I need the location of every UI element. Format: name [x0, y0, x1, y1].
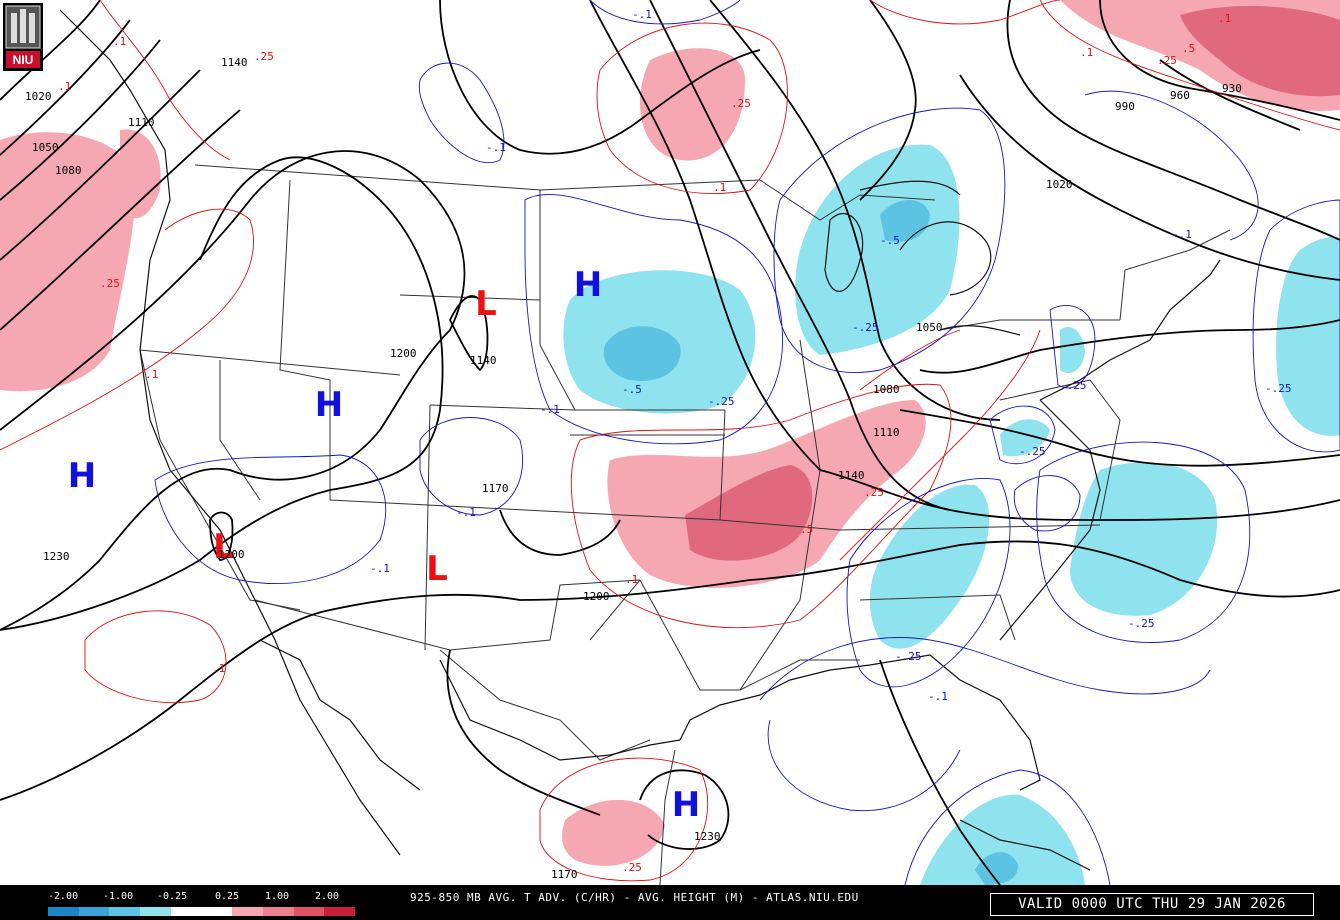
height-label: 1050: [32, 141, 59, 154]
scale-swatch: [78, 907, 110, 916]
scale-swatch: [48, 907, 79, 916]
advection-label: .1: [713, 181, 726, 194]
advection-label: .1: [145, 368, 158, 381]
height-label: 1200: [583, 590, 610, 603]
advection-label: .5: [1182, 42, 1195, 55]
scale-label: 0.25: [215, 891, 240, 902]
advection-label: -.1: [370, 562, 390, 575]
warm-advection-contours: [0, 0, 1340, 882]
scale-label: -2.00: [48, 891, 79, 902]
scale-label: 1.00: [265, 891, 290, 902]
height-label: 1050: [916, 321, 943, 334]
height-label: 1140: [221, 56, 248, 69]
scale-swatch: [293, 907, 325, 916]
advection-label: -.1: [486, 141, 506, 154]
low-pressure-center: L: [475, 284, 497, 324]
height-label: 1020: [1046, 178, 1073, 191]
height-label: 1230: [43, 550, 70, 563]
advection-label: -.1: [928, 690, 948, 703]
scale-swatch: [262, 907, 294, 916]
height-label: 990: [1115, 100, 1135, 113]
political-boundaries: [139, 164, 1231, 885]
cold-advection-labels: -.1 -.1 -.5 -.25 -.25 -.1 -.1 -.1 -.25 -…: [370, 8, 1292, 703]
valid-time: VALID 0000 UTC THU 29 JAN 2026: [990, 893, 1314, 916]
height-label: 960: [1170, 89, 1190, 102]
advection-label: -.25: [1265, 382, 1292, 395]
height-label: 1080: [873, 383, 900, 396]
height-contours: [0, 0, 1340, 885]
niu-logo: NIU: [3, 3, 43, 71]
scale-swatch: [324, 907, 356, 916]
height-label: 1020: [25, 90, 52, 103]
advection-label: .25: [254, 50, 274, 63]
advection-label: -.5: [880, 234, 900, 247]
height-label: 930: [1222, 82, 1242, 95]
advection-label: -.25: [852, 321, 879, 334]
height-label: 1200: [390, 347, 417, 360]
height-label: 1140: [470, 354, 497, 367]
advection-label: -.25: [895, 650, 922, 663]
warm-advection-labels: .1 .25 .1 .25 .1 .25 .5 .25 .1 .25 .1 .1…: [58, 12, 1231, 874]
height-label: 1110: [128, 116, 155, 129]
high-pressure-center: H: [672, 785, 700, 825]
scale-swatch: [232, 907, 264, 916]
advection-label: .1: [1218, 12, 1231, 25]
advection-label: .25: [864, 486, 884, 499]
advection-label: -.1: [540, 403, 560, 416]
scale-label: -1.00: [103, 891, 134, 902]
advection-label: .25: [731, 97, 751, 110]
advection-label: -.1: [456, 506, 476, 519]
height-label: 1140: [838, 469, 865, 482]
map-caption: 925-850 MB AVG. T ADV. (C/HR) - AVG. HEI…: [410, 891, 859, 904]
advection-label: .1: [58, 80, 71, 93]
height-contour-labels: 1020 1050 1080 1110 1140 1140 1200 1170 …: [25, 56, 1242, 881]
advection-label: -.1: [632, 8, 652, 21]
high-pressure-center: H: [574, 265, 602, 305]
advection-label: .1: [1080, 46, 1093, 59]
height-label: 1230: [694, 830, 721, 843]
height-label: 1110: [873, 426, 900, 439]
cold-advection-contours: [154, 0, 1340, 885]
advection-label: .25: [100, 277, 120, 290]
advection-label: .25: [1157, 54, 1177, 67]
advection-label: -.25: [1019, 445, 1046, 458]
scale-swatch: [109, 907, 141, 916]
advection-label: -.5: [622, 383, 642, 396]
height-label: 1170: [482, 482, 509, 495]
height-label: 1080: [55, 164, 82, 177]
height-label: 1200: [218, 548, 245, 561]
advection-label: .1: [113, 35, 126, 48]
advection-label: .1: [625, 573, 638, 586]
advection-label: .5: [800, 523, 813, 536]
scale-swatch: [140, 907, 172, 916]
advection-label: .1: [212, 662, 225, 675]
high-pressure-center: H: [315, 385, 343, 425]
high-pressure-center: H: [68, 456, 96, 496]
footer-bar: -2.00 -1.00 -0.25 0.25 1.00 2.00 925-850…: [0, 885, 1340, 920]
height-label: 1170: [551, 868, 578, 881]
advection-label: -.25: [708, 395, 735, 408]
warm-advection-areas: [0, 0, 1340, 866]
scale-label: -0.25: [157, 891, 188, 902]
cold-advection-areas: [563, 144, 1340, 885]
scale-swatch: [201, 907, 233, 916]
scale-swatch: [170, 907, 202, 916]
logo-text: NIU: [13, 53, 34, 67]
advection-label: .25: [622, 861, 642, 874]
advection-label: -.25: [1128, 617, 1155, 630]
advection-label: -.25: [1060, 379, 1087, 392]
low-pressure-center: L: [426, 549, 448, 589]
scale-label: 2.00: [315, 891, 340, 902]
advection-label: -.1: [1172, 228, 1192, 241]
low-pressure-center: L: [213, 527, 235, 567]
weather-map: H H H H L L L 1020 1050 1080 1110 1140 1…: [0, 0, 1340, 885]
